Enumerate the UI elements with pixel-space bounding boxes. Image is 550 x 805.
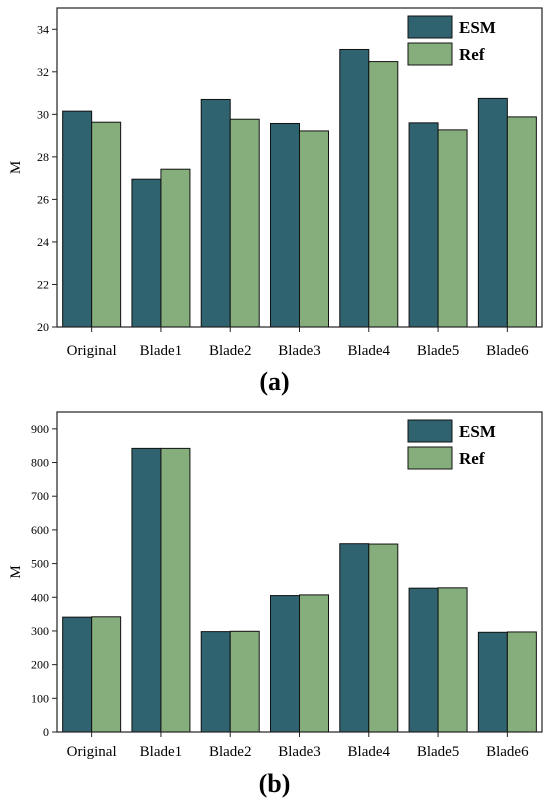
chart-panel-1: Original Blade1 Blade2 Blade3 Blade4 Blade5 Bl… [8, 7, 543, 396]
bar-ref-original [91, 121, 122, 328]
panel-label: (b) [259, 769, 291, 798]
x-tick-label: Blade6 [486, 343, 529, 359]
y-tick-label: 300 [31, 624, 49, 638]
bar-ref-blade1 [160, 168, 191, 328]
bar-esm-blade5 [408, 587, 439, 733]
bar-esm-blade3 [270, 122, 300, 328]
x-tick-label: Blade4 [348, 343, 391, 359]
bar-esm-blade1 [131, 447, 162, 733]
y-tick-label: 28 [37, 150, 49, 164]
x-tick-label: Blade2 [209, 744, 252, 760]
bar-ref-blade4 [368, 543, 399, 733]
legend: ESM Ref [407, 15, 496, 66]
x-tick-label: Blade1 [140, 744, 183, 760]
y-tick-label: 100 [31, 691, 49, 705]
y-tick-label: 0 [43, 725, 49, 739]
bar-ref-blade2 [229, 630, 260, 733]
y-tick-label: 22 [37, 277, 49, 291]
legend-label-esm: ESM [459, 422, 496, 441]
bar-ref-blade6 [506, 116, 537, 328]
bar-esm-blade5 [408, 122, 439, 328]
bar-esm-blade1 [131, 178, 162, 328]
bar-ref-blade4 [368, 61, 399, 328]
legend: ESM Ref [407, 419, 496, 470]
bar-esm-original [62, 110, 93, 328]
y-tick-label: 26 [37, 192, 49, 206]
bar-ref-blade5 [437, 587, 468, 733]
bar-ref-blade3 [299, 594, 329, 733]
x-tick-label: Blade5 [417, 343, 460, 359]
x-tick-label: Blade3 [278, 343, 321, 359]
y-tick-label: 32 [37, 65, 49, 79]
bar-esm-blade2 [200, 631, 231, 733]
bar-ref-original [91, 616, 122, 733]
bar-esm-blade6 [477, 631, 508, 733]
y-tick-label: 34 [37, 22, 49, 36]
y-tick-label: 600 [31, 523, 49, 537]
y-tick-label: 900 [31, 422, 49, 436]
bar-esm-blade2 [200, 98, 231, 328]
y-tick-label: 800 [31, 456, 49, 470]
bar-ref-blade1 [160, 447, 191, 733]
legend-label-esm: ESM [459, 18, 496, 37]
x-tick-label: Blade5 [417, 744, 460, 760]
legend-label-ref: Ref [459, 45, 485, 64]
legend-swatch-ref [407, 42, 453, 66]
bar-esm-original [62, 616, 93, 733]
legend-swatch-esm [407, 419, 453, 443]
y-tick-label: 500 [31, 557, 49, 571]
x-tick-label: Blade6 [486, 744, 529, 760]
x-tick-label: Blade4 [348, 744, 391, 760]
chart-panel-2: Original Blade1 Blade2 Blade3 Blade4 Blade5 Bl… [8, 411, 543, 798]
bar-esm-blade6 [477, 97, 508, 328]
bar-esm-blade4 [339, 48, 370, 328]
bar-ref-blade3 [299, 130, 329, 328]
bar-ref-blade5 [437, 129, 468, 328]
x-tick-label: Original [67, 744, 117, 760]
x-tick-label: Blade2 [209, 343, 252, 359]
legend-label-ref: Ref [459, 449, 485, 468]
y-tick-label: 200 [31, 658, 49, 672]
plot-frame [56, 7, 543, 328]
panel-label: (a) [259, 367, 289, 396]
y-tick-label: 400 [31, 590, 49, 604]
y-tick-label: 20 [37, 320, 49, 334]
y-tick-label: 24 [37, 235, 49, 249]
x-tick-label: Original [67, 343, 117, 359]
y-tick-label: 30 [37, 107, 49, 121]
bar-ref-blade2 [229, 118, 260, 328]
y-axis-title: M [8, 565, 24, 578]
legend-swatch-esm [407, 15, 453, 39]
y-tick-label: 700 [31, 489, 49, 503]
x-tick-label: Blade3 [278, 744, 321, 760]
bar-esm-blade3 [270, 595, 300, 733]
x-tick-label: Blade1 [140, 343, 183, 359]
bar-ref-blade6 [506, 631, 537, 733]
bar-esm-blade4 [339, 543, 370, 733]
plot-frame [56, 411, 543, 733]
legend-swatch-ref [407, 446, 453, 470]
y-axis-title: M [8, 161, 24, 174]
